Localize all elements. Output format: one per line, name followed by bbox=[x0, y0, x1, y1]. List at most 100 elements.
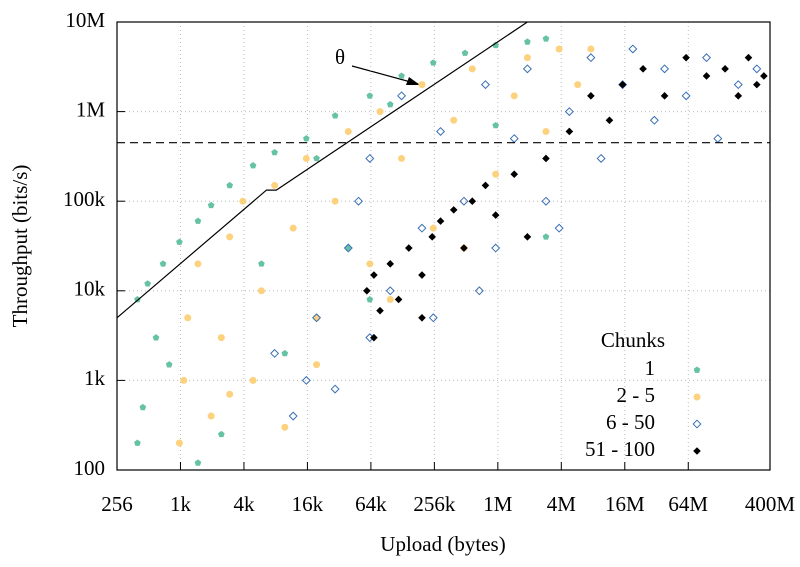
point bbox=[363, 287, 371, 295]
legend-marker bbox=[693, 447, 701, 455]
point bbox=[481, 181, 490, 190]
point bbox=[397, 91, 407, 101]
point bbox=[194, 217, 202, 224]
x-tick-label: 1k bbox=[170, 492, 192, 516]
x-tick-label: 400M bbox=[745, 492, 796, 516]
point bbox=[565, 127, 574, 136]
point bbox=[159, 260, 167, 267]
point bbox=[370, 271, 378, 279]
point bbox=[542, 154, 550, 163]
point bbox=[436, 217, 445, 225]
y-tick-label: 100k bbox=[63, 187, 106, 211]
point bbox=[226, 233, 234, 241]
point bbox=[542, 35, 550, 42]
legend-label: 51 - 100 bbox=[585, 437, 655, 461]
point bbox=[618, 80, 627, 89]
point bbox=[586, 53, 596, 63]
point bbox=[681, 91, 691, 101]
point bbox=[639, 65, 647, 73]
point bbox=[491, 211, 500, 219]
point bbox=[271, 148, 278, 156]
point bbox=[144, 280, 151, 287]
point bbox=[366, 92, 374, 99]
point bbox=[175, 439, 183, 447]
point bbox=[217, 334, 225, 342]
x-tick-label: 64M bbox=[668, 492, 708, 516]
point bbox=[734, 92, 743, 100]
point bbox=[702, 53, 712, 63]
point bbox=[281, 423, 289, 431]
y-tick-label: 10M bbox=[65, 8, 105, 32]
point bbox=[270, 348, 280, 358]
point bbox=[313, 154, 320, 162]
point bbox=[524, 38, 531, 45]
point bbox=[184, 314, 192, 322]
point bbox=[398, 154, 406, 162]
point bbox=[405, 244, 413, 252]
point bbox=[428, 233, 436, 241]
point bbox=[366, 260, 374, 268]
point bbox=[492, 121, 499, 129]
y-axis-label: Throughput (bits/s) bbox=[8, 165, 32, 328]
point bbox=[682, 53, 690, 62]
point bbox=[207, 412, 215, 420]
point bbox=[760, 72, 768, 80]
point bbox=[376, 108, 384, 116]
legend-marker bbox=[693, 393, 701, 401]
annotation: θ bbox=[335, 45, 345, 69]
point bbox=[429, 224, 437, 232]
arrow-head bbox=[406, 77, 420, 85]
x-tick-label: 256 bbox=[101, 492, 133, 516]
point bbox=[331, 112, 339, 119]
plot-frame bbox=[116, 21, 771, 471]
point bbox=[492, 41, 499, 49]
point bbox=[461, 49, 469, 56]
point bbox=[492, 170, 500, 178]
y-tick-label: 100 bbox=[74, 456, 106, 480]
point bbox=[744, 53, 753, 62]
point bbox=[587, 45, 595, 53]
legend-title: Chunks bbox=[601, 328, 665, 352]
point bbox=[733, 80, 743, 90]
point bbox=[510, 92, 518, 100]
point bbox=[194, 459, 202, 466]
point bbox=[480, 80, 490, 90]
point bbox=[180, 376, 188, 384]
point bbox=[226, 390, 234, 398]
point bbox=[468, 197, 477, 205]
point bbox=[574, 81, 582, 89]
point bbox=[649, 115, 659, 125]
point bbox=[418, 313, 426, 322]
x-tick-label: 1M bbox=[483, 492, 513, 516]
point bbox=[139, 403, 147, 411]
point bbox=[386, 101, 394, 108]
point bbox=[343, 243, 353, 253]
x-tick-label: 16k bbox=[292, 492, 324, 516]
point bbox=[753, 80, 761, 89]
point bbox=[258, 260, 265, 267]
point bbox=[541, 196, 551, 206]
point bbox=[459, 196, 469, 206]
point bbox=[281, 349, 289, 357]
point bbox=[587, 92, 595, 100]
point bbox=[386, 295, 394, 303]
annotation-arrow bbox=[351, 65, 419, 85]
x-tick-label: 16M bbox=[605, 492, 645, 516]
point bbox=[344, 127, 352, 135]
point bbox=[376, 306, 384, 315]
point bbox=[303, 135, 310, 142]
point bbox=[152, 334, 160, 341]
point bbox=[370, 333, 378, 342]
point bbox=[418, 81, 426, 89]
point bbox=[288, 411, 298, 421]
x-tick-label: 4k bbox=[233, 492, 255, 516]
point bbox=[331, 197, 339, 205]
y-tick-label: 10k bbox=[74, 277, 106, 301]
point bbox=[522, 64, 532, 74]
point bbox=[468, 65, 476, 73]
point bbox=[702, 72, 711, 80]
point bbox=[542, 127, 550, 135]
point bbox=[302, 154, 310, 162]
point bbox=[628, 44, 638, 54]
